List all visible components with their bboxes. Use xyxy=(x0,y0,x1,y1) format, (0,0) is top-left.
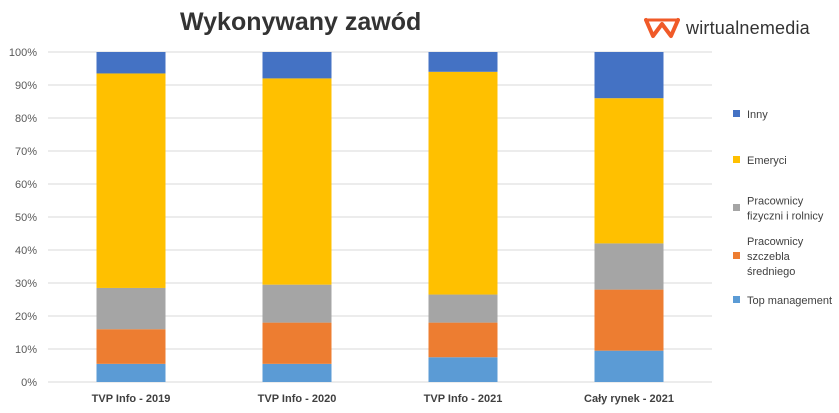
bar-segment xyxy=(428,71,498,295)
bar-segment xyxy=(96,73,166,288)
bar-segment xyxy=(262,284,332,323)
y-tick-label: 90% xyxy=(15,80,37,92)
bar-segment xyxy=(428,322,498,358)
legend-label: Pracownicy szczebla średniego xyxy=(747,236,804,278)
legend: Inny Emeryci Pracownicy fizyczni i rolnicy P… xyxy=(733,109,832,307)
y-tick-label: 80% xyxy=(15,113,37,125)
bar-segment xyxy=(96,363,166,382)
y-tick-label: 30% xyxy=(15,278,37,290)
y-tick-label: 50% xyxy=(15,212,37,224)
legend-swatch xyxy=(733,252,740,259)
y-tick-label: 20% xyxy=(15,311,37,323)
y-tick-label: 60% xyxy=(15,179,37,191)
bar-segment xyxy=(262,78,332,285)
x-tick-label: TVP Info - 2020 xyxy=(258,393,337,405)
bar-segment xyxy=(594,289,664,351)
x-tick-label: TVP Info - 2019 xyxy=(92,393,171,405)
bar-segment xyxy=(594,243,664,290)
legend-label: Pracownicy fizyczni i rolnicy xyxy=(747,196,824,223)
y-tick-label: 10% xyxy=(15,344,37,356)
legend-swatch xyxy=(733,296,740,303)
x-axis-tick-labels: TVP Info - 2019 TVP Info - 2020 TVP Info -… xyxy=(92,393,674,405)
bar-segment xyxy=(262,52,332,79)
bar-segment xyxy=(594,98,664,244)
y-tick-label: 0% xyxy=(21,377,37,389)
y-tick-label: 100% xyxy=(9,47,37,59)
bar-segment xyxy=(96,329,166,364)
y-axis-tick-labels: 0% 10% 20% 30% 40% 50% 60% 70% 80% 90% 100% xyxy=(9,47,37,389)
wm-logo-icon xyxy=(644,18,680,38)
y-tick-label: 70% xyxy=(15,146,37,158)
legend-label: Inny xyxy=(747,109,768,121)
bar-segment xyxy=(594,52,664,99)
legend-swatch xyxy=(733,156,740,163)
legend-label: Emeryci xyxy=(747,155,787,167)
bars xyxy=(96,52,664,382)
legend-swatch xyxy=(733,110,740,117)
legend-swatch xyxy=(733,204,740,211)
bar-segment xyxy=(428,52,498,72)
bar-segment xyxy=(428,294,498,323)
y-tick-label: 40% xyxy=(15,245,37,257)
wirtualnemedia-logo: wirtualnemedia xyxy=(644,14,810,42)
bar-segment xyxy=(96,287,166,330)
x-tick-label: Cały rynek - 2021 xyxy=(584,393,674,405)
legend-label: Top management xyxy=(747,295,832,307)
bar-segment xyxy=(262,363,332,382)
bar-segment xyxy=(96,52,166,74)
x-tick-label: TVP Info - 2021 xyxy=(424,393,503,405)
bar-segment xyxy=(428,357,498,382)
chart-title: Wykonywany zawód xyxy=(180,8,422,36)
bar-segment xyxy=(594,350,664,382)
logo-text: wirtualnemedia xyxy=(686,17,810,38)
bar-segment xyxy=(262,322,332,364)
